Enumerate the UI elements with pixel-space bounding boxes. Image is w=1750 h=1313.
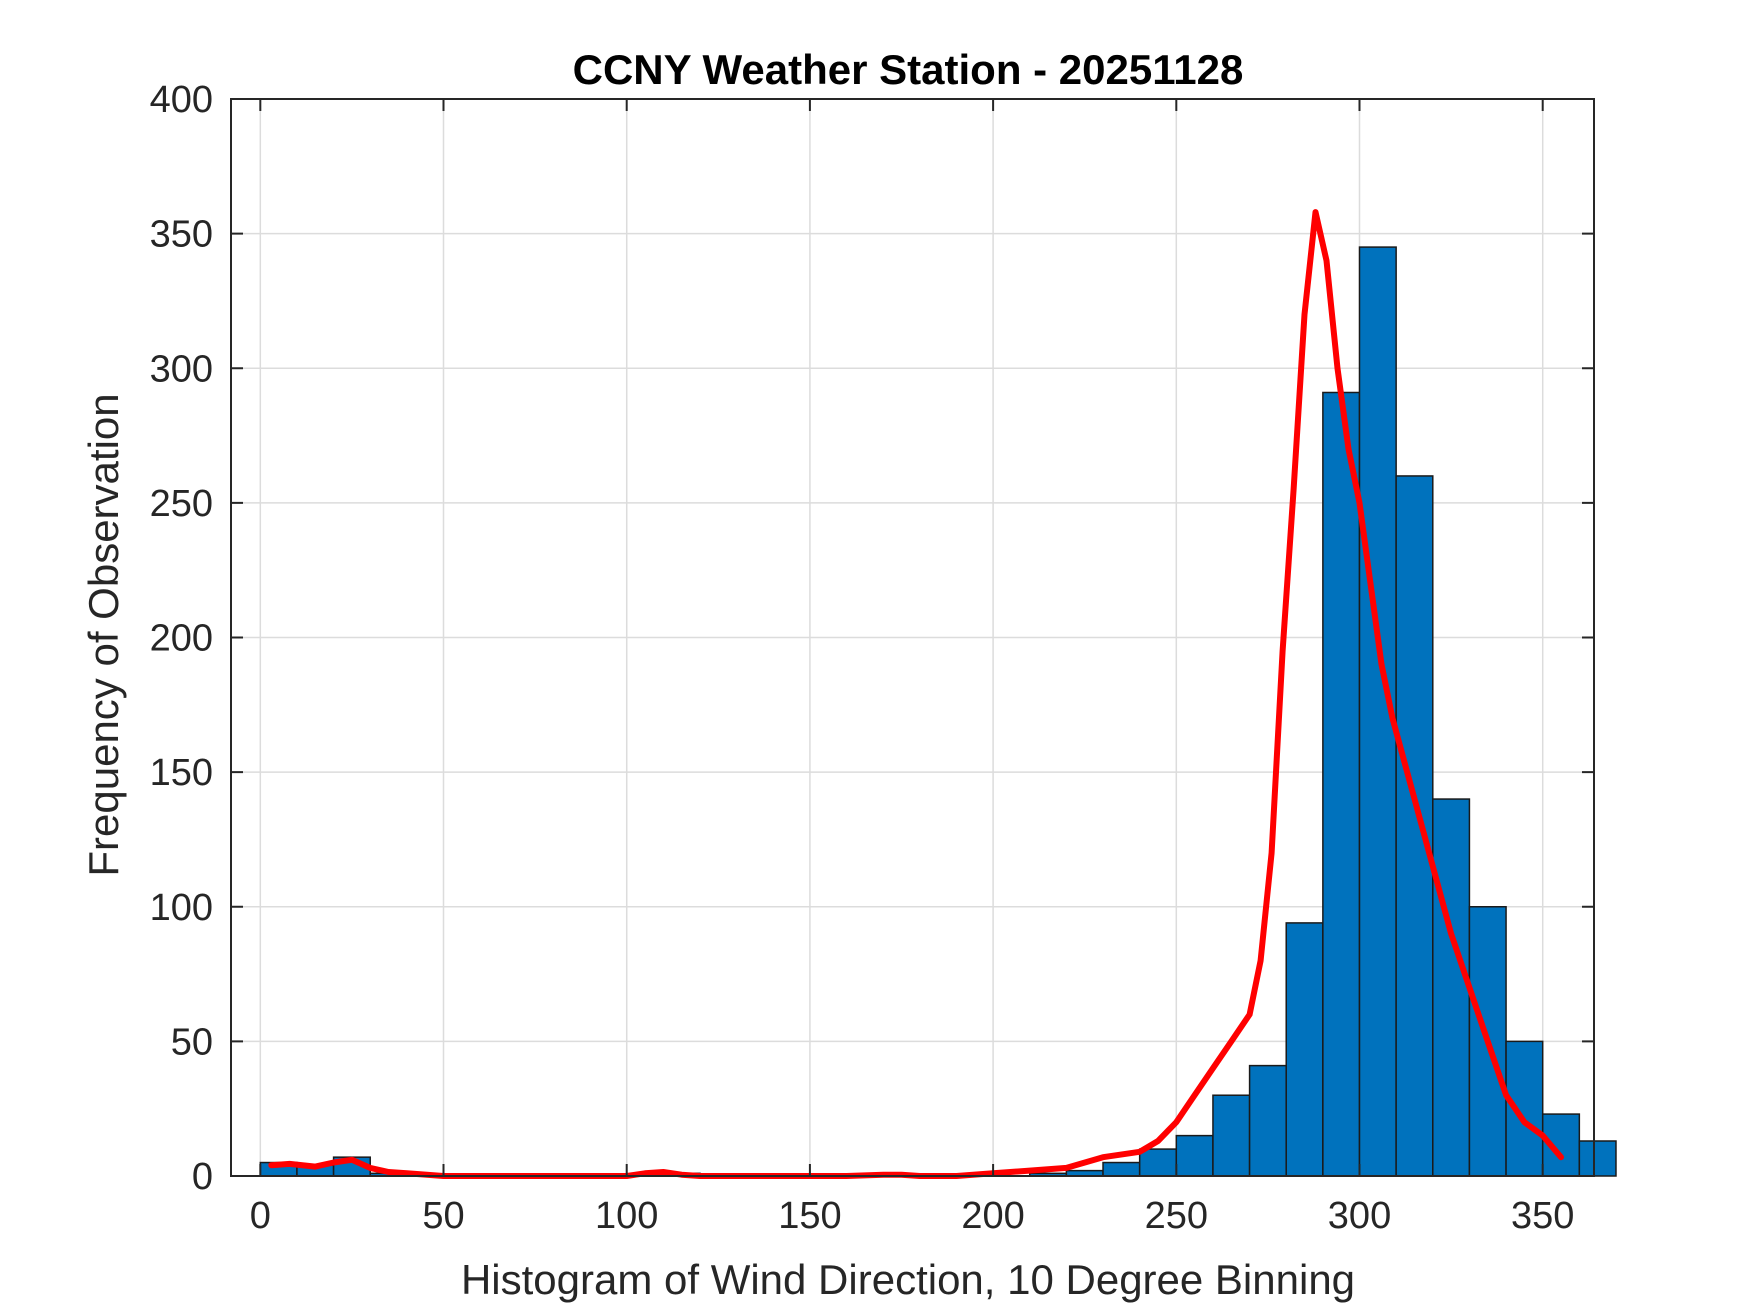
x-tick-label: 0 [250, 1195, 271, 1237]
histogram-bar [1175, 1134, 1214, 1177]
y-tick-label: 350 [150, 214, 213, 256]
histogram-bar [1541, 1113, 1581, 1177]
histogram-bar [1322, 391, 1361, 1177]
y-tick-label: 300 [150, 348, 213, 390]
x-tick-label: 350 [1511, 1195, 1574, 1237]
histogram-bars [259, 246, 1617, 1177]
x-tick-label: 50 [422, 1195, 464, 1237]
chart-title: CCNY Weather Station - 20251128 [573, 46, 1244, 93]
histogram-bar [1395, 475, 1434, 1177]
y-tick-label: 50 [171, 1021, 213, 1063]
histogram-bar [1138, 1148, 1178, 1177]
x-tick-label: 300 [1328, 1195, 1391, 1237]
histogram-bar [1285, 922, 1324, 1177]
y-axis-label: Frequency of Observation [80, 393, 127, 876]
x-tick-label: 150 [778, 1195, 841, 1237]
y-tick-label: 250 [150, 483, 213, 525]
y-tick-label: 150 [150, 752, 213, 794]
y-tick-label: 100 [150, 887, 213, 929]
y-tick-label: 200 [150, 618, 213, 660]
histogram-bar [1578, 1140, 1617, 1177]
x-tick-label: 200 [961, 1195, 1024, 1237]
x-tick-label: 250 [1145, 1195, 1208, 1237]
y-tick-label: 0 [192, 1156, 213, 1198]
histogram-bar [1505, 1040, 1544, 1177]
histogram-bar [1248, 1064, 1287, 1177]
histogram-bar [1212, 1094, 1251, 1177]
x-tick-label: 100 [595, 1195, 658, 1237]
axis-ticks: 0 50 100 150 200 250 300 350 0 50 100 150 200 250 300 3… [150, 79, 1594, 1237]
y-tick-label: 400 [150, 79, 213, 121]
histogram-bar [1432, 798, 1471, 1177]
histogram-bar [1102, 1161, 1141, 1177]
x-axis-label: Histogram of Wind Direction, 10 Degree B… [461, 1256, 1355, 1303]
